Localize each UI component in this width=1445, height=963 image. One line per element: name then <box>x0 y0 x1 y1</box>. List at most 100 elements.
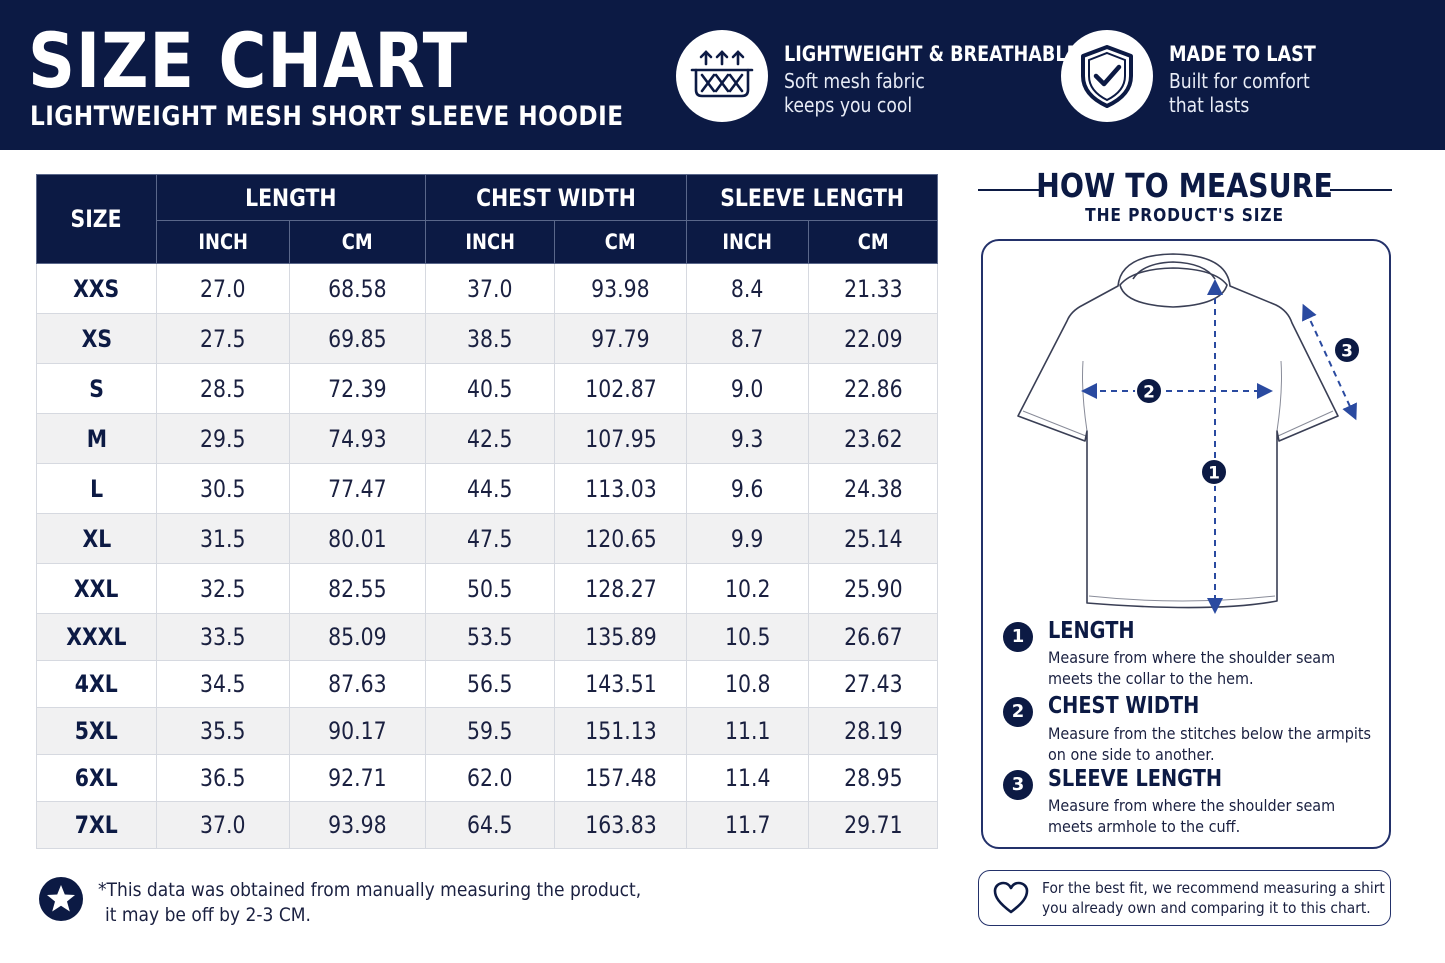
measurement-cell: 107.95 <box>554 413 688 464</box>
measurement-cell: 26.67 <box>808 613 939 661</box>
measurement-cell: 30.5 <box>156 463 290 514</box>
measurement-cell: 93.98 <box>288 801 427 849</box>
measurement-cell: 29.5 <box>156 413 290 464</box>
size-table: SIZE LENGTH CHEST WIDTH SLEEVE LENGTH IN… <box>36 174 939 849</box>
size-cell: L <box>36 463 157 514</box>
table-row: L 30.5 77.47 44.5 113.03 9.6 24.38 <box>36 463 939 514</box>
heart-icon <box>993 881 1029 914</box>
unit-header: INCH <box>686 220 810 264</box>
measurement-cell: 85.09 <box>288 613 427 661</box>
tip-text: you already own and comparing it to this… <box>1042 899 1371 917</box>
measurement-cell: 44.5 <box>425 463 556 514</box>
size-cell: 4XL <box>36 660 157 708</box>
feature-text: Soft mesh fabric <box>784 69 925 93</box>
measurement-cell: 113.03 <box>554 463 688 514</box>
measurement-cell: 11.4 <box>686 754 810 802</box>
table-row: 7XL 37.0 93.98 64.5 163.83 11.7 29.71 <box>36 801 939 849</box>
measurement-cell: 27.5 <box>156 313 290 364</box>
measurement-cell: 68.58 <box>288 263 427 314</box>
size-cell: XS <box>36 313 157 364</box>
title-divider <box>1330 189 1392 191</box>
feature-text: keeps you cool <box>784 93 913 117</box>
measurement-cell: 25.14 <box>808 513 939 564</box>
step-title: SLEEVE LENGTH <box>1048 766 1223 792</box>
measurement-cell: 8.4 <box>686 263 810 314</box>
measurement-cell: 35.5 <box>156 707 290 755</box>
table-row: 4XL 34.5 87.63 56.5 143.51 10.8 27.43 <box>36 660 939 708</box>
measurement-cell: 59.5 <box>425 707 556 755</box>
measurement-cell: 74.93 <box>288 413 427 464</box>
measurement-cell: 28.95 <box>808 754 939 802</box>
unit-header: INCH <box>425 220 556 264</box>
how-to-measure-title: HOW TO MEASURE <box>1036 166 1334 205</box>
measurement-cell: 50.5 <box>425 563 556 614</box>
measurement-cell: 128.27 <box>554 563 688 614</box>
unit-header: CM <box>554 220 688 264</box>
size-cell: M <box>36 413 157 464</box>
fit-tip-box: For the best fit, we recommend measuring… <box>978 870 1391 926</box>
hoodie-diagram: 1 2 3 <box>1017 253 1361 614</box>
measurement-cell: 64.5 <box>425 801 556 849</box>
measurement-cell: 10.5 <box>686 613 810 661</box>
measurement-cell: 40.5 <box>425 363 556 414</box>
measurement-cell: 47.5 <box>425 513 556 564</box>
measurement-cell: 21.33 <box>808 263 939 314</box>
title-divider <box>978 189 1040 191</box>
measurement-cell: 9.3 <box>686 413 810 464</box>
measure-panel: 1 2 3 <box>981 239 1391 849</box>
table-row: M 29.5 74.93 42.5 107.95 9.3 23.62 <box>36 413 939 464</box>
step-number: 3 <box>1003 770 1033 800</box>
svg-text:1: 1 <box>1208 464 1220 484</box>
page-title: SIZE CHART <box>28 16 469 105</box>
size-cell: 6XL <box>36 754 157 802</box>
step-number: 2 <box>1003 697 1033 727</box>
length-group-header: LENGTH <box>155 174 427 221</box>
size-cell: XL <box>36 513 157 564</box>
size-cell: XXXL <box>36 613 157 661</box>
table-row: XS 27.5 69.85 38.5 97.79 8.7 22.09 <box>36 313 939 364</box>
measurement-cell: 77.47 <box>288 463 427 514</box>
tip-text: For the best fit, we recommend measuring… <box>1042 879 1385 897</box>
disclaimer-line: *This data was obtained from manually me… <box>98 879 642 901</box>
size-cell: XXS <box>36 263 157 314</box>
measurement-cell: 9.6 <box>686 463 810 514</box>
measurement-cell: 32.5 <box>156 563 290 614</box>
unit-header: CM <box>288 220 427 264</box>
diagram-marker-1: 1 <box>1200 458 1228 486</box>
measurement-cell: 8.7 <box>686 313 810 364</box>
measurement-cell: 135.89 <box>554 613 688 661</box>
table-row: 5XL 35.5 90.17 59.5 151.13 11.1 28.19 <box>36 707 939 755</box>
feature-text: that lasts <box>1169 93 1250 117</box>
chest-width-group-header: CHEST WIDTH <box>425 174 688 221</box>
star-icon <box>39 877 83 921</box>
table-row: XXL 32.5 82.55 50.5 128.27 10.2 25.90 <box>36 563 939 614</box>
measurement-cell: 37.0 <box>156 801 290 849</box>
measurement-cell: 22.86 <box>808 363 939 414</box>
measurement-cell: 92.71 <box>288 754 427 802</box>
measurement-cell: 9.9 <box>686 513 810 564</box>
measurement-cell: 62.0 <box>425 754 556 802</box>
diagram-marker-3: 3 <box>1333 336 1361 364</box>
step-number: 1 <box>1003 622 1033 652</box>
measurement-cell: 143.51 <box>554 660 688 708</box>
unit-header: CM <box>808 220 939 264</box>
measurement-cell: 157.48 <box>554 754 688 802</box>
measurement-cell: 82.55 <box>288 563 427 614</box>
sleeve-length-group-header: SLEEVE LENGTH <box>686 174 939 221</box>
measurement-cell: 28.5 <box>156 363 290 414</box>
svg-text:2: 2 <box>1143 383 1155 403</box>
shield-check-icon <box>1061 30 1153 122</box>
measurement-cell: 37.0 <box>425 263 556 314</box>
step-title: CHEST WIDTH <box>1048 693 1200 719</box>
step-text: on one side to another. <box>1048 745 1215 764</box>
measurement-cell: 25.90 <box>808 563 939 614</box>
measurement-cell: 33.5 <box>156 613 290 661</box>
table-row: XL 31.5 80.01 47.5 120.65 9.9 25.14 <box>36 513 939 564</box>
measurement-cell: 10.2 <box>686 563 810 614</box>
table-row: XXXL 33.5 85.09 53.5 135.89 10.5 26.67 <box>36 613 939 661</box>
step-text: meets the collar to the hem. <box>1048 669 1254 688</box>
measurement-cell: 34.5 <box>156 660 290 708</box>
table-row: XXS 27.0 68.58 37.0 93.98 8.4 21.33 <box>36 263 939 314</box>
measurement-cell: 11.1 <box>686 707 810 755</box>
feature-title: MADE TO LAST <box>1169 42 1316 66</box>
